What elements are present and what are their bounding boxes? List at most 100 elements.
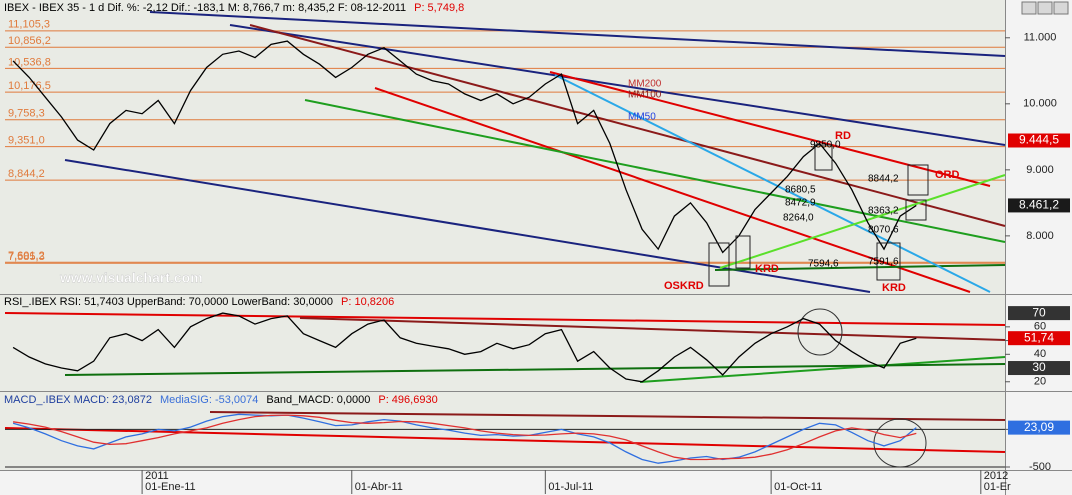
- trendline: [639, 356, 1006, 383]
- highlight-circle: [797, 308, 843, 356]
- trendline: [719, 174, 1006, 269]
- trendline: [209, 411, 1006, 421]
- watermark: www.visualchart.com: [59, 270, 203, 286]
- trendline: [299, 317, 1006, 341]
- pattern-box: [905, 199, 927, 221]
- level-label: 8,844,2: [8, 168, 45, 180]
- trendline: [4, 427, 1006, 453]
- value-box-label: 51,74: [1024, 330, 1054, 344]
- header-part: IBEX - IBEX 35 - 1 d Dif. %: -2,12 Dif.:…: [4, 2, 406, 14]
- annotation: 8472,9: [785, 198, 816, 209]
- series-line: [12, 40, 917, 254]
- close-button[interactable]: [1053, 1, 1069, 15]
- level-label: 9,758,3: [8, 108, 45, 120]
- annotation: MM100: [628, 90, 662, 101]
- annotation: 8363,2: [868, 206, 899, 217]
- trendline: [4, 312, 1006, 326]
- level-label: 11,105,3: [8, 19, 50, 31]
- annotation: 8070,6: [868, 225, 899, 236]
- x-tick-label: 01-Oct-11: [774, 481, 822, 493]
- window-buttons: [1021, 1, 1069, 15]
- pattern-box: [907, 164, 929, 196]
- annotation: MM200: [628, 79, 662, 90]
- trendline: [374, 87, 971, 293]
- y-tick-label: -500: [1029, 461, 1051, 473]
- trendline: [149, 11, 1006, 57]
- annotation: MM50: [628, 112, 656, 123]
- annotation: ORD: [935, 169, 960, 181]
- y-tick-label: 10.000: [1023, 98, 1057, 110]
- plots: IBEX - IBEX 35 - 1 d Dif. %: -2,12 Dif.:…: [4, 2, 1070, 494]
- level-label: 10,176,5: [8, 80, 51, 92]
- annotation: RD: [835, 130, 851, 142]
- annotations: MM200 MM100 MM50 RD 9850,0 8844,2 ORD 86…: [59, 79, 960, 294]
- minimize-button[interactable]: [1021, 1, 1037, 15]
- right-axis-strip: [1005, 0, 1072, 495]
- y-tick-label: 8.000: [1026, 230, 1054, 242]
- level-label: 7,585,3: [8, 251, 45, 263]
- annotation: 8680,5: [785, 185, 816, 196]
- value-box: [1008, 198, 1070, 213]
- trendline: [229, 24, 1006, 146]
- header-part: RSI_.IBEX RSI: 51,7403 UpperBand: 70,000…: [4, 296, 333, 308]
- trendline: [554, 74, 991, 293]
- value-box-label: 23,09: [1024, 420, 1054, 434]
- value-box-label: 70: [1032, 305, 1046, 319]
- trendline: [249, 24, 1006, 227]
- level-label: 10,536,8: [8, 56, 51, 68]
- trendline: [549, 71, 991, 187]
- value-box: [1008, 306, 1070, 321]
- pattern-box: [735, 235, 751, 269]
- header-part: P: 496,6930: [378, 394, 437, 406]
- x-year-label: 2011: [145, 470, 169, 482]
- value-box-label: 9.444,5: [1019, 133, 1059, 147]
- value-box: [1008, 361, 1070, 376]
- level-label: 7,601,2: [8, 250, 45, 262]
- header-part: MACD_.IBEX MACD: 23,0872: [4, 394, 152, 406]
- value-box-label: 8.461,2: [1019, 198, 1059, 212]
- trendline: [64, 363, 1006, 376]
- annotation: 8844,2: [868, 174, 899, 185]
- panel-header: IBEX - IBEX 35 - 1 d Dif. %: -2,12 Dif.:…: [4, 2, 464, 14]
- annotation: OSKRD: [664, 280, 704, 292]
- value-box: [1008, 331, 1070, 346]
- maximize-button[interactable]: [1037, 1, 1053, 15]
- x-tick-label: 01-Ene-11: [145, 481, 196, 493]
- value-box: [1008, 420, 1070, 435]
- pattern-box: [814, 144, 833, 171]
- x-tick-label: 01-Abr-11: [355, 481, 403, 493]
- trendline: [304, 99, 1006, 243]
- annotation: 7594,6: [808, 259, 839, 270]
- value-box-label: 30: [1032, 360, 1046, 374]
- y-tick-label: 20: [1034, 376, 1046, 388]
- annotation: KRD: [755, 263, 779, 275]
- header-part: MediaSIG: -53,0074: [160, 394, 258, 406]
- y-tick-label: 9.000: [1026, 164, 1054, 176]
- header-part: Band_MACD: 0,0000: [266, 394, 370, 406]
- level-label: 9,351,0: [8, 135, 45, 147]
- series-line: [13, 414, 917, 461]
- header-part: P: 5,749,8: [414, 2, 464, 14]
- annotation-boxes: [708, 144, 929, 287]
- y-tick-label: 60: [1034, 321, 1046, 333]
- trendline: [714, 264, 1006, 271]
- x-tick-label: 01-Jul-11: [548, 481, 593, 493]
- pattern-box: [876, 242, 901, 281]
- x-tick-label: 01-Er: [984, 481, 1011, 493]
- annotation: KRD: [882, 282, 906, 294]
- annotation: 7591,6: [868, 257, 899, 268]
- annotation: 8264,0: [783, 213, 814, 224]
- y-tick-label: 40: [1034, 348, 1046, 360]
- value-box: [1008, 133, 1070, 148]
- x-year-label: 2012: [984, 470, 1008, 482]
- series-line: [12, 312, 917, 383]
- panel-header: MACD_.IBEX MACD: 23,0872 MediaSIG: -53,00…: [4, 394, 438, 406]
- panel-header: RSI_.IBEX RSI: 51,7403 UpperBand: 70,000…: [4, 296, 394, 308]
- y-tick-label: 11.000: [1024, 32, 1057, 44]
- header-part: P: 10,8206: [341, 296, 394, 308]
- trendlines: [4, 11, 1006, 468]
- annotation: 9850,0: [810, 140, 841, 151]
- series-line: [12, 413, 917, 464]
